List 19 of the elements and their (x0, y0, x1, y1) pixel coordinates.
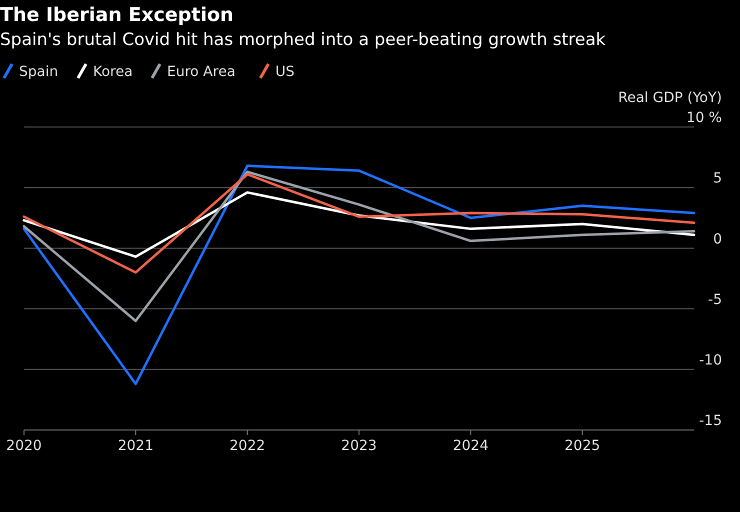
x-tick-label: 2022 (230, 438, 266, 454)
x-tick-label: 2025 (564, 438, 600, 454)
y-tick-label: -10 (699, 352, 722, 368)
y-tick-label: 0 (713, 231, 722, 248)
legend-label: Euro Area (167, 64, 236, 80)
x-tick-label: 2023 (341, 438, 377, 454)
y-tick-label: 5 (713, 170, 722, 187)
x-tick-label: 2021 (118, 438, 154, 454)
y-axis-title: Real GDP (YoY) (618, 90, 722, 106)
y-tick-label: -15 (699, 413, 722, 430)
y-tick-label: -5 (708, 292, 722, 308)
legend-label: US (275, 64, 295, 80)
legend-label: Spain (19, 64, 58, 80)
chart-subtitle: Spain's brutal Covid hit has morphed into a peer-beating growth streak (0, 30, 606, 50)
x-tick-label: 2024 (452, 438, 489, 454)
x-tick-label: 2020 (6, 438, 42, 454)
y-tick-label: 10 % (686, 110, 722, 126)
chart-title: The Iberian Exception (0, 4, 234, 26)
legend-label: Korea (93, 64, 133, 80)
